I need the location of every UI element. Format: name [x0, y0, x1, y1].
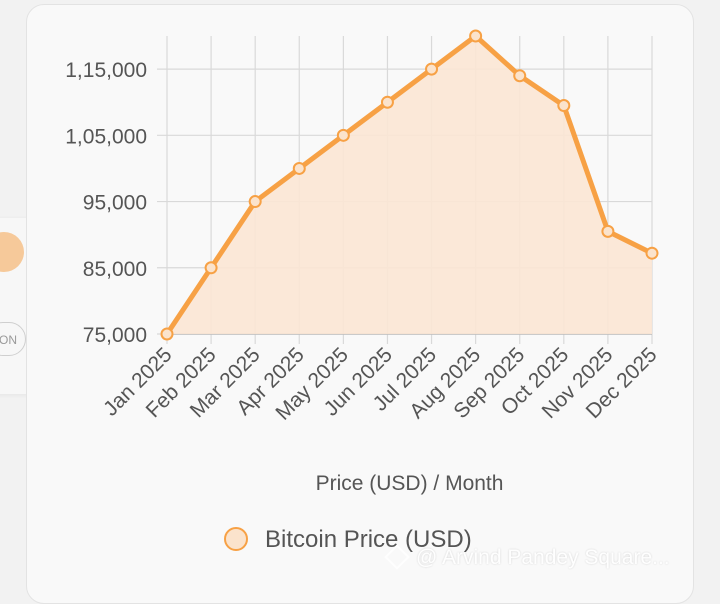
data-point: [336, 128, 350, 142]
y-tick-label: 1,05,000: [65, 125, 147, 148]
toggle-button[interactable]: ON: [0, 322, 26, 356]
data-point: [469, 29, 483, 43]
watermark: @ Arvind Pandey Square...: [384, 544, 670, 570]
series-area: [167, 36, 652, 334]
y-tick-label: 1,15,000: [65, 59, 147, 82]
data-point: [425, 62, 439, 76]
data-point: [160, 327, 174, 341]
y-tick-label: 95,000: [83, 192, 147, 215]
legend-label: Bitcoin Price (USD): [265, 526, 472, 553]
data-point: [513, 69, 527, 83]
data-point: [380, 95, 394, 109]
data-point: [292, 161, 306, 175]
data-point: [645, 246, 659, 260]
data-point: [601, 224, 615, 238]
data-point: [248, 195, 262, 209]
data-point: [204, 261, 218, 275]
y-tick-label: 85,000: [83, 258, 147, 281]
legend-swatch: [224, 527, 248, 551]
watermark-logo-icon: [384, 544, 410, 570]
data-point: [557, 99, 571, 113]
watermark-text: @ Arvind Pandey Square...: [416, 546, 670, 569]
y-tick-label: 75,000: [83, 324, 147, 347]
series-line: [164, 33, 655, 337]
x-axis-title: Price (USD) / Month: [316, 472, 504, 495]
